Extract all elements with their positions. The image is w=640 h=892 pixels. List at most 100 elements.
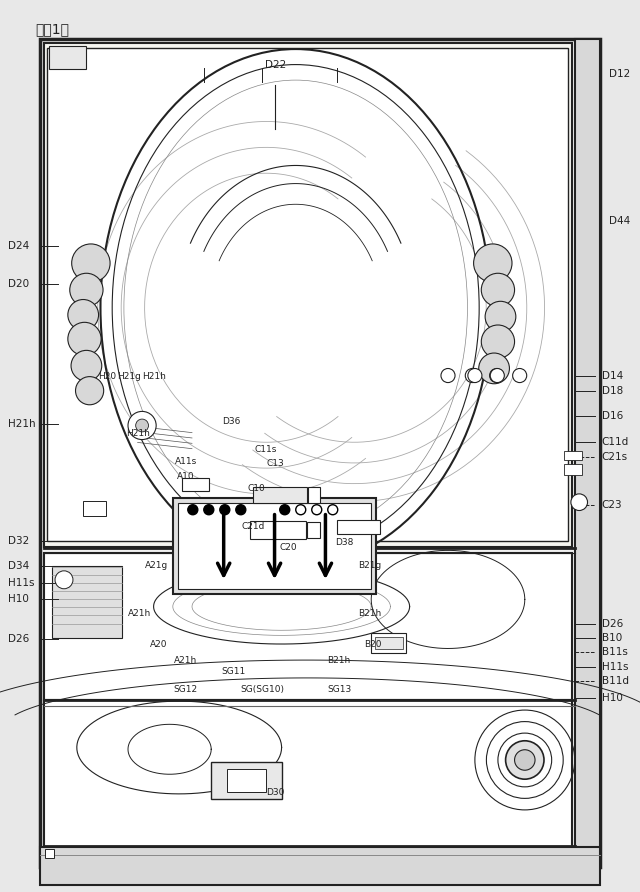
Text: D36: D36 xyxy=(223,417,241,425)
Text: C23: C23 xyxy=(602,500,622,510)
Bar xyxy=(211,762,282,799)
Bar xyxy=(227,769,266,792)
Bar xyxy=(182,478,209,491)
Text: C21s: C21s xyxy=(602,451,628,462)
Text: B10: B10 xyxy=(602,632,622,643)
Text: D44: D44 xyxy=(609,216,630,227)
Circle shape xyxy=(55,571,73,589)
Circle shape xyxy=(71,351,102,381)
Circle shape xyxy=(479,353,509,384)
Bar xyxy=(564,464,582,475)
Text: D38: D38 xyxy=(335,538,353,547)
Circle shape xyxy=(468,368,482,383)
Bar xyxy=(307,522,320,538)
Circle shape xyxy=(490,368,504,383)
Text: C10: C10 xyxy=(247,484,265,493)
Text: A21g: A21g xyxy=(145,561,168,570)
Bar xyxy=(83,501,106,516)
Text: A20: A20 xyxy=(150,640,168,649)
Bar xyxy=(371,633,406,653)
Text: A10: A10 xyxy=(177,472,195,481)
Text: D14: D14 xyxy=(602,371,623,382)
Text: B11d: B11d xyxy=(602,676,628,687)
Bar xyxy=(375,637,403,649)
Text: D24: D24 xyxy=(8,241,29,252)
Bar xyxy=(47,48,568,541)
Text: D32: D32 xyxy=(8,535,29,546)
Circle shape xyxy=(571,494,588,510)
Text: H11s: H11s xyxy=(8,578,34,589)
Text: B20: B20 xyxy=(364,640,381,648)
Bar xyxy=(173,498,376,594)
Text: SG11: SG11 xyxy=(221,667,246,676)
Text: C21d: C21d xyxy=(241,522,264,531)
Bar xyxy=(49,46,86,69)
Bar xyxy=(44,700,572,861)
Circle shape xyxy=(188,505,198,515)
Text: SG(SG10): SG(SG10) xyxy=(241,685,284,694)
Text: H21h: H21h xyxy=(141,372,166,381)
Text: H20: H20 xyxy=(99,372,116,381)
Text: H11s: H11s xyxy=(602,662,628,673)
Text: H21h: H21h xyxy=(125,429,150,438)
Bar xyxy=(40,39,600,867)
Bar xyxy=(40,847,600,885)
Bar xyxy=(564,451,582,460)
Circle shape xyxy=(136,419,148,432)
Circle shape xyxy=(506,740,544,780)
Circle shape xyxy=(68,300,99,330)
Text: D20: D20 xyxy=(8,278,29,289)
Bar xyxy=(178,503,371,589)
Bar xyxy=(575,39,600,867)
Circle shape xyxy=(76,376,104,405)
Text: D12: D12 xyxy=(609,69,630,79)
Bar xyxy=(44,43,572,547)
Circle shape xyxy=(515,750,535,770)
Circle shape xyxy=(481,273,515,307)
Text: H10: H10 xyxy=(8,594,29,605)
Text: A21h: A21h xyxy=(174,656,197,665)
Circle shape xyxy=(474,244,512,283)
Circle shape xyxy=(296,505,306,515)
Text: （図1）: （図1） xyxy=(35,22,69,36)
Text: A11s: A11s xyxy=(175,457,196,466)
Circle shape xyxy=(490,368,504,383)
Circle shape xyxy=(128,411,156,440)
Circle shape xyxy=(465,368,479,383)
Circle shape xyxy=(280,505,290,515)
Bar xyxy=(308,487,320,503)
Text: B21h: B21h xyxy=(328,656,351,665)
Text: C11d: C11d xyxy=(602,437,629,448)
Text: D22: D22 xyxy=(264,60,286,70)
Circle shape xyxy=(220,505,230,515)
Text: C11s: C11s xyxy=(255,445,276,454)
Text: A21h: A21h xyxy=(128,609,151,618)
Text: B11s: B11s xyxy=(602,647,627,657)
Circle shape xyxy=(441,368,455,383)
Circle shape xyxy=(236,505,246,515)
Text: D18: D18 xyxy=(602,385,623,396)
Text: H10: H10 xyxy=(602,692,623,703)
Text: C20: C20 xyxy=(279,543,297,552)
Bar xyxy=(250,521,306,539)
Circle shape xyxy=(481,325,515,359)
Bar xyxy=(52,566,122,638)
Circle shape xyxy=(70,273,103,307)
Text: SG12: SG12 xyxy=(173,685,198,694)
Circle shape xyxy=(204,505,214,515)
Text: H21h: H21h xyxy=(8,418,35,429)
Text: D26: D26 xyxy=(8,633,29,644)
Bar xyxy=(337,520,380,534)
Text: D16: D16 xyxy=(602,410,623,421)
Circle shape xyxy=(485,301,516,332)
Circle shape xyxy=(68,322,101,356)
Bar xyxy=(253,487,307,503)
Text: B21h: B21h xyxy=(358,609,381,618)
Text: B21g: B21g xyxy=(358,561,381,570)
Bar xyxy=(45,849,54,858)
Text: H21g: H21g xyxy=(117,372,141,381)
Text: D34: D34 xyxy=(8,561,29,572)
Bar xyxy=(44,553,572,700)
Circle shape xyxy=(72,244,110,283)
Text: D26: D26 xyxy=(602,619,623,630)
